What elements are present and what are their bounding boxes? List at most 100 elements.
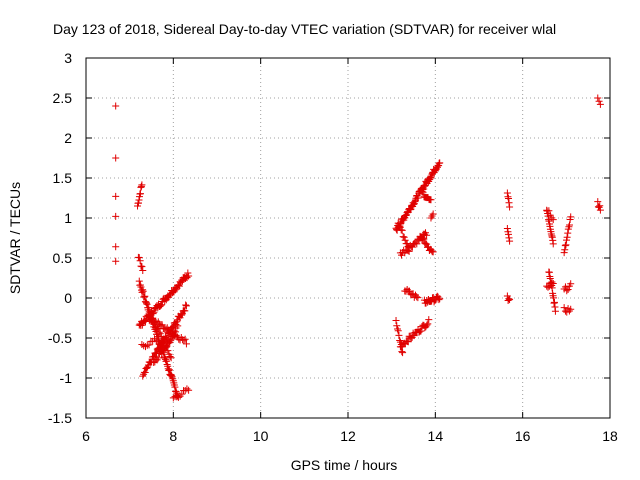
- data-point-marker: [425, 316, 433, 324]
- data-point-marker: [139, 287, 147, 295]
- data-point-marker: [594, 94, 602, 102]
- data-point-marker: [145, 304, 153, 312]
- data-point-marker: [594, 198, 602, 206]
- data-point-marker: [564, 286, 572, 294]
- grid: [86, 58, 610, 418]
- data-point-marker: [505, 234, 513, 242]
- data-point-marker: [392, 316, 400, 324]
- data-point-marker: [143, 300, 151, 308]
- data-point-marker: [596, 100, 604, 108]
- data-point-marker: [419, 188, 427, 196]
- data-point-marker: [173, 318, 181, 326]
- y-tick-label: 1: [64, 210, 72, 226]
- data-point-marker: [563, 233, 571, 241]
- data-point-marker: [549, 279, 557, 287]
- data-point-marker: [180, 336, 188, 344]
- data-point-marker: [561, 246, 569, 254]
- data-point-marker: [563, 287, 571, 295]
- data-point-marker: [175, 282, 183, 290]
- y-tick-label: 0: [64, 290, 72, 306]
- data-point-marker: [411, 198, 419, 206]
- data-point-marker: [164, 365, 172, 373]
- data-point-marker: [396, 336, 404, 344]
- data-point-marker: [139, 372, 147, 380]
- data-point-marker: [435, 296, 443, 304]
- data-point-marker: [138, 181, 146, 189]
- data-point-marker: [171, 383, 179, 391]
- data-point-marker: [145, 341, 153, 349]
- data-point-marker: [506, 203, 514, 211]
- data-point-marker: [158, 337, 166, 345]
- data-point-marker: [112, 243, 120, 251]
- y-axis-label: SDTVAR / TECUs: [7, 182, 23, 294]
- data-point-marker: [549, 216, 557, 224]
- data-point-marker: [436, 159, 444, 167]
- data-point-marker: [169, 394, 177, 402]
- y-tick-label: 0.5: [53, 250, 73, 266]
- data-point-marker: [414, 194, 422, 202]
- data-point-marker: [429, 248, 437, 256]
- data-point-marker: [394, 219, 402, 227]
- data-point-marker: [139, 286, 147, 294]
- data-point-marker: [548, 278, 556, 286]
- data-point-marker: [400, 233, 408, 241]
- x-tick-label: 16: [515, 428, 531, 444]
- data-point-marker: [174, 322, 182, 330]
- data-point-marker: [423, 231, 431, 239]
- data-point-marker: [397, 226, 405, 234]
- data-point-marker: [414, 294, 422, 302]
- data-point-marker: [566, 221, 574, 229]
- data-point-marker: [417, 327, 425, 335]
- data-point-marker: [152, 337, 160, 345]
- data-point-marker: [165, 367, 173, 375]
- data-point-marker: [137, 262, 145, 270]
- data-point-marker: [408, 243, 416, 251]
- y-tick-label: 3: [64, 50, 72, 66]
- data-point-marker: [504, 230, 512, 238]
- data-point-marker: [424, 320, 432, 328]
- data-point-marker: [183, 385, 191, 393]
- x-tick-label: 14: [428, 428, 444, 444]
- data-point-marker: [429, 210, 437, 218]
- data-point-marker: [140, 293, 148, 301]
- data-point-marker: [567, 213, 575, 221]
- x-tick-label: 12: [340, 428, 356, 444]
- data-point-marker: [560, 304, 568, 312]
- data-point-marker: [168, 332, 176, 340]
- data-point-marker: [548, 214, 556, 222]
- data-point-marker: [112, 102, 120, 110]
- data-point-marker: [564, 229, 572, 237]
- data-point-marker: [413, 293, 421, 301]
- data-point-marker: [181, 335, 189, 343]
- data-point-marker: [398, 226, 406, 234]
- data-point-marker: [420, 235, 428, 243]
- data-point-marker: [182, 302, 190, 310]
- data-point-marker: [167, 337, 175, 345]
- data-point-marker: [165, 338, 173, 346]
- data-point-marker: [141, 292, 149, 300]
- data-point-marker: [112, 154, 120, 162]
- data-point-marker: [174, 281, 182, 289]
- data-point-marker: [596, 202, 604, 210]
- data-point-marker: [545, 282, 553, 290]
- data-point-marker: [158, 321, 166, 329]
- x-tick-label: 6: [82, 428, 90, 444]
- data-point-marker: [393, 322, 401, 330]
- data-point-marker: [562, 241, 570, 249]
- data-point-marker: [565, 223, 573, 231]
- y-tick-label: 2.5: [53, 90, 73, 106]
- data-point-marker: [505, 199, 513, 207]
- data-point-marker: [183, 274, 191, 282]
- data-point-marker: [545, 207, 553, 215]
- data-point-marker: [427, 196, 435, 204]
- data-point-marker: [404, 247, 412, 255]
- x-tick-label: 18: [602, 428, 618, 444]
- data-point-marker: [157, 301, 165, 309]
- data-point-marker: [135, 277, 143, 285]
- data-point-marker: [395, 220, 403, 228]
- data-point-marker: [423, 321, 431, 329]
- data-point-marker: [178, 390, 186, 398]
- data-point-marker: [158, 350, 166, 358]
- data-point-marker: [162, 342, 170, 350]
- data-point-marker: [141, 368, 149, 376]
